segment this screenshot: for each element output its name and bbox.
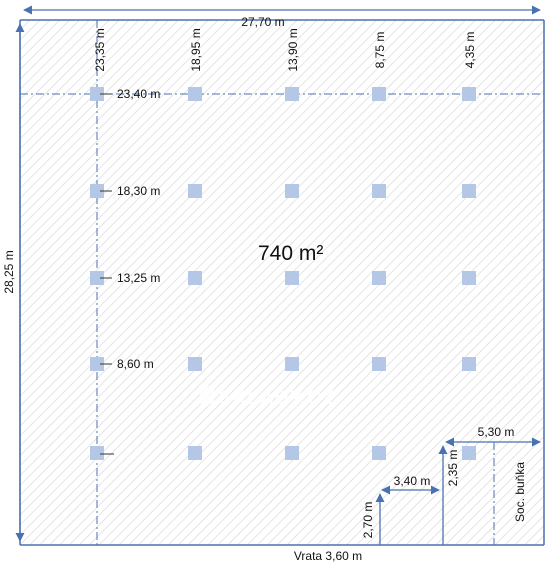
- column-label-4: 8,75 m: [373, 32, 387, 69]
- pillar: [462, 357, 476, 371]
- pillar: [285, 271, 299, 285]
- pillar: [372, 271, 386, 285]
- watermark-text: SKLADY.CZ: [219, 388, 335, 409]
- row-label-4: 8,60 m: [117, 357, 154, 371]
- column-label-5: 4,35 m: [463, 32, 477, 69]
- pillar: [372, 184, 386, 198]
- pillar: [462, 184, 476, 198]
- column-label-1: 23,35 m: [93, 28, 107, 71]
- pillar: [372, 446, 386, 460]
- social-cell-label: Soc. buňka: [513, 462, 527, 522]
- pillar: [188, 446, 202, 460]
- pillar-grid: [90, 87, 476, 460]
- gate-label: Vrata 3,60 m: [294, 549, 362, 563]
- pillar: [90, 357, 104, 371]
- cell-width-label: 5,30 m: [478, 425, 515, 439]
- column-label-3: 13,90 m: [286, 28, 300, 71]
- pillar: [188, 87, 202, 101]
- cell-height-label: 2,35 m: [446, 450, 460, 487]
- pillar: [90, 184, 104, 198]
- width-label: 27,70 m: [241, 15, 284, 29]
- row-label-2: 18,30 m: [117, 184, 160, 198]
- column-label-2: 18,95 m: [189, 28, 203, 71]
- pillar: [285, 184, 299, 198]
- row-label-3: 13,25 m: [117, 271, 160, 285]
- pillar: [90, 446, 104, 460]
- pillar: [90, 271, 104, 285]
- pillar: [90, 87, 104, 101]
- pillar: [372, 87, 386, 101]
- pillar: [285, 446, 299, 460]
- pillar: [188, 357, 202, 371]
- pillar: [462, 446, 476, 460]
- floor-area: [20, 20, 544, 545]
- pillar: [372, 357, 386, 371]
- pillar: [462, 87, 476, 101]
- watermark: SKLADY.CZ: [200, 386, 335, 409]
- step-height-label: 2,70 m: [361, 502, 375, 539]
- row-label-1: 23,40 m: [117, 87, 160, 101]
- step-width-label: 3,40 m: [394, 474, 431, 488]
- pillar: [285, 87, 299, 101]
- area-label: 740 m²: [258, 242, 323, 265]
- height-label: 28,25 m: [2, 250, 16, 293]
- pillar: [462, 271, 476, 285]
- pillar: [188, 184, 202, 198]
- pillar: [188, 271, 202, 285]
- pillar: [285, 357, 299, 371]
